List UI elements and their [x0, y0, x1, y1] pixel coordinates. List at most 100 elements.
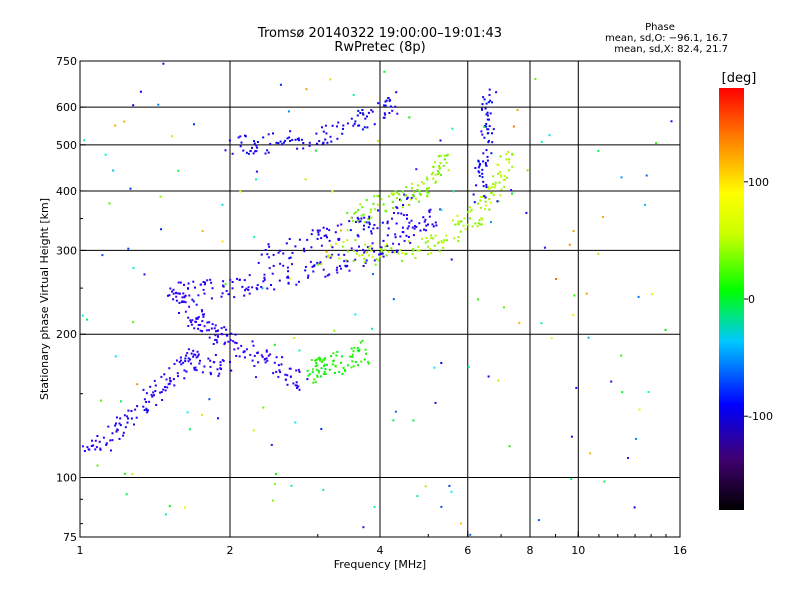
- data-point: [139, 90, 142, 93]
- data-point: [349, 355, 352, 358]
- data-point: [337, 121, 340, 124]
- data-point: [627, 457, 629, 459]
- data-point: [428, 209, 431, 212]
- data-point: [379, 255, 382, 258]
- data-point: [252, 344, 255, 347]
- data-point: [245, 151, 248, 154]
- data-point: [457, 220, 460, 223]
- data-point: [379, 252, 382, 255]
- data-point: [317, 263, 320, 266]
- data-point: [434, 221, 437, 224]
- data-point: [126, 421, 129, 424]
- data-point: [413, 227, 416, 230]
- data-point: [510, 189, 513, 192]
- data-point: [255, 144, 258, 147]
- data-point: [266, 149, 269, 152]
- data-point: [260, 286, 263, 288]
- data-point: [477, 202, 480, 205]
- data-point: [86, 318, 88, 321]
- data-point: [266, 287, 269, 290]
- data-point: [257, 261, 260, 264]
- data-point: [370, 327, 373, 330]
- data-point: [210, 281, 213, 284]
- data-point: [262, 406, 265, 409]
- data-point: [179, 281, 182, 284]
- data-point: [125, 493, 128, 496]
- data-point: [474, 222, 477, 225]
- data-point: [422, 182, 425, 185]
- data-point: [221, 284, 224, 287]
- data-point: [361, 112, 364, 115]
- data-point: [151, 395, 154, 398]
- data-point: [133, 423, 135, 426]
- data-point: [123, 120, 126, 123]
- data-point: [186, 352, 189, 355]
- data-point: [361, 254, 364, 256]
- data-points: [81, 62, 673, 536]
- data-point: [208, 329, 210, 332]
- data-point: [503, 306, 505, 309]
- data-point: [335, 242, 337, 245]
- data-point: [96, 435, 99, 437]
- data-point: [212, 343, 215, 345]
- data-point: [350, 247, 353, 250]
- data-point: [240, 141, 243, 144]
- data-point: [317, 371, 320, 374]
- data-point: [427, 191, 430, 194]
- data-point: [322, 268, 325, 271]
- data-point: [270, 443, 273, 446]
- data-point: [208, 336, 211, 339]
- data-point: [408, 221, 411, 224]
- data-point: [119, 417, 122, 420]
- data-point: [362, 113, 365, 116]
- data-point: [192, 280, 195, 283]
- data-point: [296, 147, 299, 150]
- data-point: [178, 301, 181, 304]
- data-point: [231, 152, 234, 155]
- data-point: [362, 248, 365, 251]
- data-point: [332, 360, 335, 363]
- data-point: [487, 128, 490, 131]
- data-point: [485, 149, 488, 152]
- data-point: [329, 78, 332, 81]
- data-point: [340, 267, 342, 270]
- data-point: [352, 94, 355, 96]
- data-point: [506, 176, 509, 179]
- data-point: [488, 94, 491, 96]
- data-point: [568, 243, 571, 246]
- data-point: [317, 231, 320, 234]
- data-point: [251, 359, 254, 362]
- data-point: [286, 383, 289, 386]
- data-point: [525, 211, 528, 214]
- data-point: [324, 368, 327, 370]
- data-point: [381, 252, 384, 255]
- data-point: [437, 242, 440, 245]
- data-point: [228, 139, 231, 142]
- data-point: [175, 299, 178, 302]
- data-point: [338, 371, 341, 373]
- data-point: [204, 281, 207, 284]
- data-point: [255, 178, 258, 181]
- data-point: [316, 261, 319, 264]
- data-point: [132, 104, 135, 107]
- data-point: [201, 371, 204, 374]
- data-point: [502, 179, 505, 181]
- data-point: [234, 333, 237, 336]
- data-point: [479, 206, 482, 209]
- data-point: [371, 247, 374, 250]
- data-point: [184, 301, 187, 304]
- data-point: [481, 172, 484, 175]
- data-point: [194, 286, 196, 289]
- data-point: [459, 220, 462, 223]
- data-point: [294, 421, 297, 424]
- data-point: [388, 112, 391, 114]
- data-point: [357, 109, 360, 112]
- data-point: [275, 370, 278, 373]
- data-point: [430, 252, 433, 255]
- data-point: [168, 377, 171, 380]
- data-point: [476, 225, 479, 228]
- data-point: [322, 488, 325, 491]
- data-point: [255, 170, 258, 173]
- data-point: [324, 373, 327, 375]
- data-point: [203, 283, 206, 286]
